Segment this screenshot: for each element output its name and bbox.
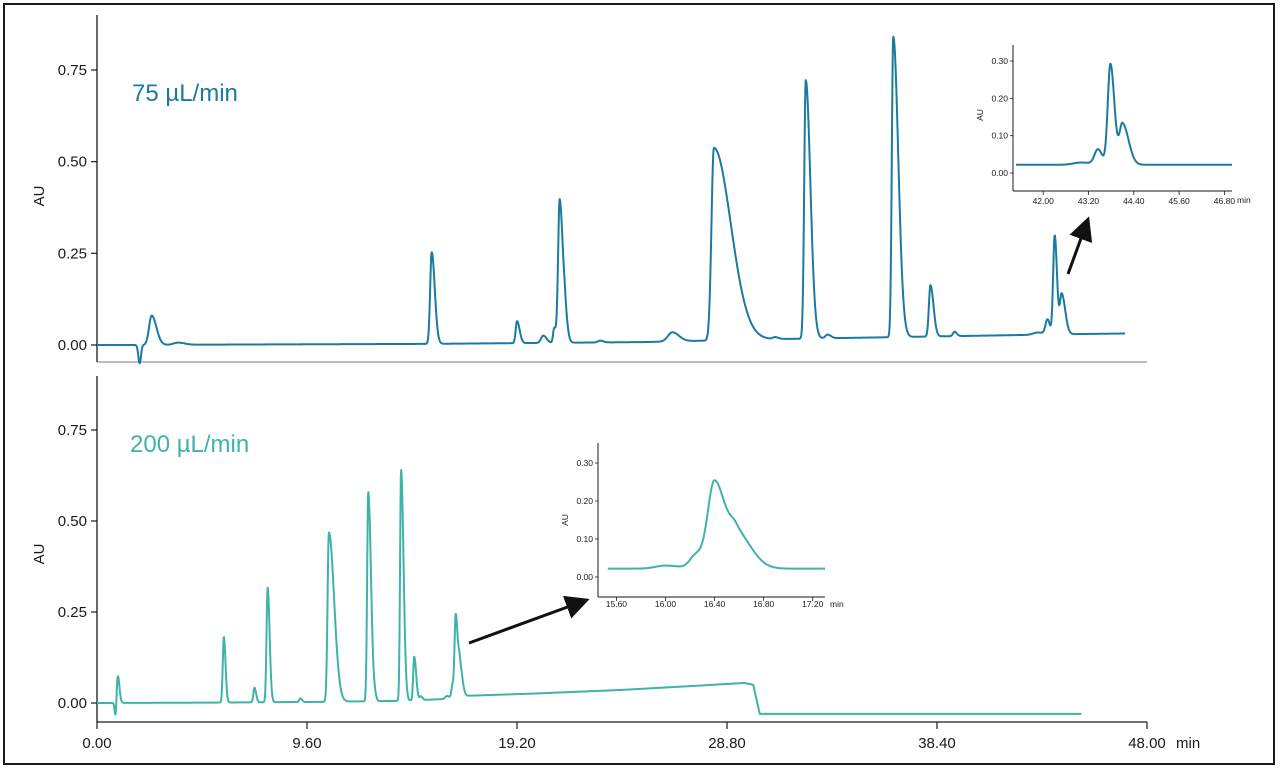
top-inset-y-tick-label: 0.20 (991, 93, 1008, 103)
top-inset-x-tick-label: 44.40 (1123, 196, 1145, 206)
top-inset-x-tick-label: 43.20 (1078, 196, 1100, 206)
bottom-inset-y-tick-label: 0.00 (576, 572, 593, 582)
x-tick-label: 9.60 (292, 735, 321, 752)
top-chart-title: 75 µL/min (132, 80, 238, 107)
bottom-inset-x-tick-label: 16.80 (753, 599, 775, 609)
bottom-y-tick-label: 0.00 (58, 695, 87, 712)
bottom-panel: 0.00 0.25 0.50 0.75 0.00 9.60 19.20 28.80 38.40… (31, 376, 1200, 752)
bottom-y-tick-label: 0.50 (58, 513, 87, 530)
x-tick-label: 48.00 (1128, 735, 1166, 752)
bottom-inset: 15.60 16.00 16.40 16.80 17.20 0.00 0.10 0.20 0.3… (560, 443, 844, 609)
x-tick-label: 0.00 (82, 735, 111, 752)
bottom-inset-y-tick-label: 0.10 (576, 534, 593, 544)
bottom-inset-y-tick-label: 0.30 (576, 458, 593, 468)
top-inset-x-tick-label: 45.60 (1168, 196, 1190, 206)
bottom-y-tick-label: 0.75 (58, 422, 87, 439)
top-y-axis-label: AU (31, 186, 48, 207)
bottom-inset-x-unit: min (830, 599, 844, 609)
x-tick-label: 38.40 (918, 735, 956, 752)
top-y-tick-label: 0.75 (58, 62, 87, 79)
bottom-chromatogram-line (96, 468, 1083, 716)
top-y-tick-label: 0.25 (58, 245, 87, 262)
x-tick-label: 19.20 (498, 735, 536, 752)
top-inset-x-tick-label: 42.00 (1033, 196, 1055, 206)
top-inset-y-tick-label: 0.10 (991, 131, 1008, 141)
bottom-inset-x-tick-label: 17.20 (802, 599, 824, 609)
bottom-y-axis-label: AU (31, 544, 48, 565)
x-tick-label: 28.80 (708, 735, 746, 752)
bottom-x-axis-unit: min (1176, 735, 1200, 752)
bottom-inset-x-tick-label: 15.60 (606, 599, 628, 609)
bottom-inset-x-tick-label: 16.40 (704, 599, 726, 609)
top-y-tick-label: 0.50 (58, 154, 87, 171)
top-chromatogram-line (96, 35, 1126, 365)
top-panel: 0.00 0.25 0.50 0.75 AU 75 µL/min (31, 15, 1147, 365)
top-inset-arrow (1066, 216, 1093, 275)
bottom-y-tick-label: 0.25 (58, 604, 87, 621)
top-inset-y-tick-label: 0.30 (991, 56, 1008, 66)
bottom-inset-x-tick-label: 16.00 (655, 599, 677, 609)
top-inset-x-unit: min (1237, 195, 1251, 205)
bottom-inset-line (607, 479, 826, 570)
top-inset: 42.00 43.20 44.40 45.60 46.80 0.00 0.10 0.20 0.3… (975, 45, 1251, 206)
bottom-inset-y-tick-label: 0.20 (576, 496, 593, 506)
top-inset-x-tick-label: 46.80 (1214, 196, 1236, 206)
figure-frame (3, 3, 1275, 765)
top-inset-line (1015, 62, 1233, 166)
top-y-tick-label: 0.00 (58, 337, 87, 354)
bottom-chart-title: 200 µL/min (130, 431, 249, 458)
bottom-inset-arrow (468, 595, 590, 645)
top-inset-y-tick-label: 0.00 (991, 168, 1008, 178)
top-inset-y-label: AU (975, 109, 985, 121)
bottom-inset-y-label: AU (560, 514, 570, 526)
